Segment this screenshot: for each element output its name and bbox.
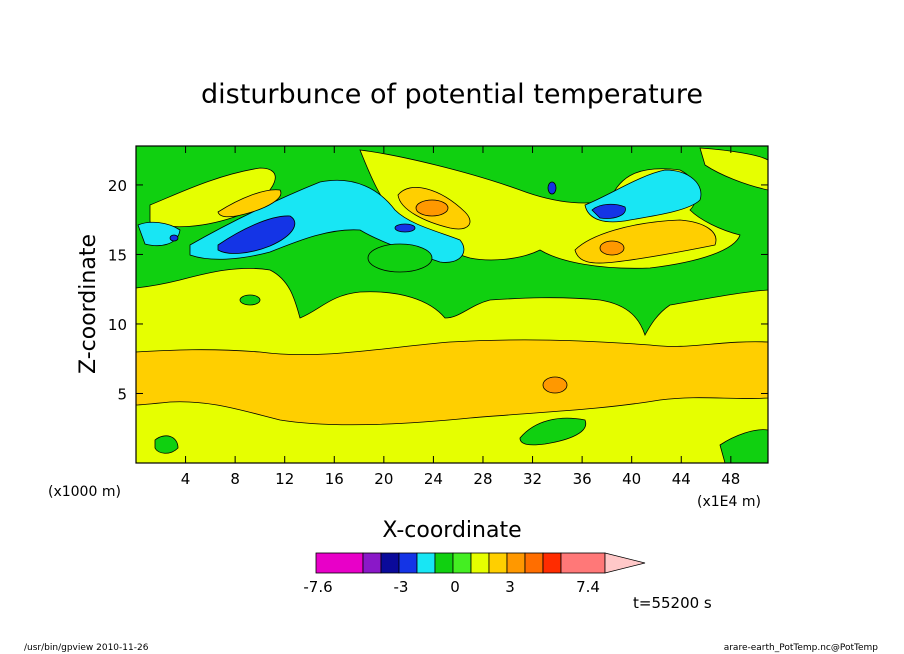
colorbar-swatch-5 <box>434 552 454 574</box>
time-label: t=55200 s <box>633 594 712 612</box>
contour-blue-dot-2 <box>169 234 179 242</box>
contour-cyan-left <box>137 221 181 247</box>
colorbar <box>315 552 646 574</box>
x-tick-label: 8 <box>230 470 240 488</box>
contour-blue-small <box>394 223 416 233</box>
x-axis-label: X-coordinate <box>382 518 521 543</box>
contour-green-blob <box>367 243 433 273</box>
x-tick-label: 44 <box>672 470 691 488</box>
contour-darkorange-core <box>415 199 449 217</box>
y-tick-label: 15 <box>108 246 127 264</box>
x-axis: 4 8 12 16 20 24 28 32 36 40 44 48 <box>181 146 740 488</box>
x-tick-label: 20 <box>374 470 393 488</box>
x-tick-label: 32 <box>523 470 542 488</box>
x-tick-label: 24 <box>424 470 443 488</box>
contour-blue-left <box>217 215 296 254</box>
contour-blue-dot-1 <box>547 181 557 195</box>
contour-darkorange-lower <box>542 376 568 394</box>
y-axis: 5 10 15 20 <box>108 177 768 403</box>
colorbar-swatch-2 <box>380 552 400 574</box>
colorbar-swatch-8 <box>488 552 508 574</box>
colorbar-swatch-3 <box>398 552 418 574</box>
x-tick-label: 48 <box>721 470 740 488</box>
y-tick-label: 5 <box>117 385 127 403</box>
x-tick-label: 12 <box>275 470 294 488</box>
colorbar-labels: -7.6 -3 0 3 7.4 <box>303 578 600 596</box>
x-axis-unit: (x1E4 m) <box>697 494 761 510</box>
colorbar-swatch-6 <box>452 552 472 574</box>
plot-frame <box>135 145 769 464</box>
colorbar-swatch-11 <box>542 552 562 574</box>
contour-orange-upper-left <box>217 189 282 218</box>
contour-green-bottom-right <box>719 429 768 463</box>
x-tick-label: 36 <box>573 470 592 488</box>
y-axis-unit: (x1000 m) <box>48 484 121 500</box>
x-tick-label: 4 <box>181 470 191 488</box>
contour-blue-right <box>591 203 626 219</box>
colorbar-swatch-9 <box>506 552 526 574</box>
chart-title: disturbunce of potential temperature <box>201 79 703 110</box>
colorbar-swatch-1 <box>362 552 382 574</box>
y-tick-label: 10 <box>108 316 127 334</box>
contour-field <box>136 146 768 463</box>
contour-green-bottom-mid <box>519 417 587 446</box>
contour-orange-lower-band <box>136 339 768 426</box>
colorbar-label: 0 <box>450 578 460 596</box>
colorbar-arrow <box>604 552 646 574</box>
x-tick-label: 16 <box>325 470 344 488</box>
colorbar-label: -7.6 <box>303 578 332 596</box>
contour-yellow-right-top <box>699 147 768 191</box>
contour-darkorange-core-2 <box>599 240 625 256</box>
footer-left: /usr/bin/gpview 2010-11-26 <box>24 643 149 653</box>
colorbar-swatch-0 <box>315 552 364 574</box>
x-tick-label: 28 <box>473 470 492 488</box>
colorbar-swatch-12 <box>560 552 606 574</box>
contour-green-mid-left <box>239 294 261 306</box>
colorbar-label: 7.4 <box>576 578 600 596</box>
x-tick-label: 40 <box>622 470 641 488</box>
colorbar-swatch-7 <box>470 552 490 574</box>
colorbar-label: 3 <box>505 578 515 596</box>
colorbar-swatch-10 <box>524 552 544 574</box>
y-axis-label: Z-coordinate <box>76 234 101 374</box>
footer-right: arare-earth_PotTemp.nc@PotTemp <box>724 643 879 653</box>
colorbar-label: -3 <box>394 578 409 596</box>
y-tick-label: 20 <box>108 177 127 195</box>
contour-green-bottom-left <box>154 435 179 454</box>
colorbar-swatch-4 <box>416 552 436 574</box>
